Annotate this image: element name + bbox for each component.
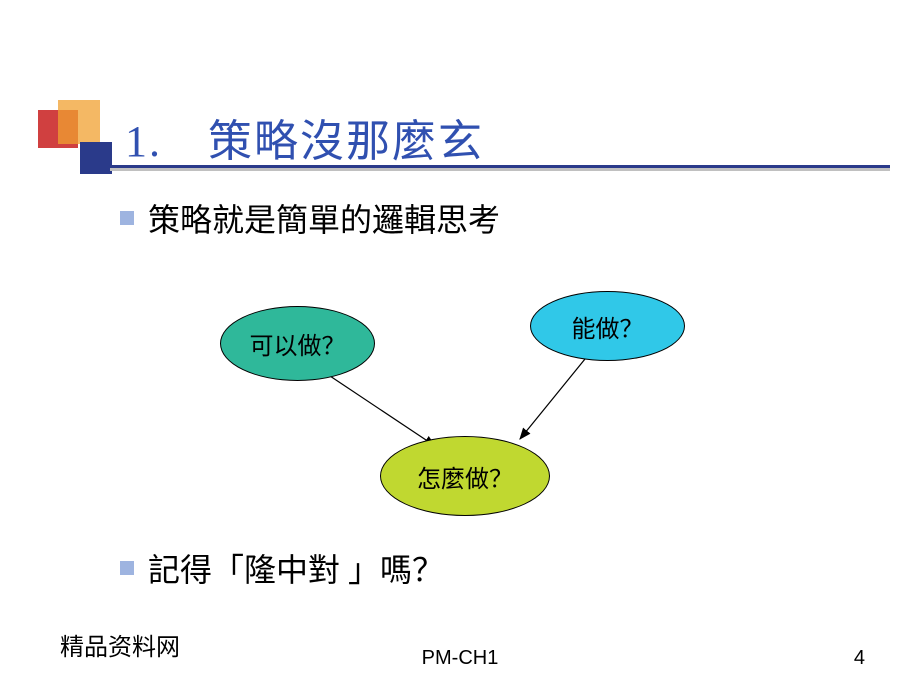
deco-orange-square — [58, 100, 100, 144]
node-label: 怎麼做？ — [417, 459, 513, 494]
footer-left-text: 精品资料网 — [60, 627, 180, 662]
bullet-text: 策略就是簡單的邏輯思考 — [148, 195, 500, 241]
node-can-do: 可以做？ — [220, 306, 375, 381]
content-area: 策略就是簡單的邏輯思考 可以做？ 能做？ 怎麼做？ — [120, 195, 860, 521]
footer-center-text: PM-CH1 — [422, 647, 499, 670]
bullet-marker — [120, 211, 134, 225]
bullet-text: 記得「隆中對 」嗎？ — [148, 545, 444, 591]
bullet-item: 記得「隆中對 」嗎？ — [120, 545, 444, 591]
node-label: 可以做？ — [250, 326, 346, 361]
bullet-item: 策略就是簡單的邏輯思考 — [120, 195, 860, 241]
slide-title: 1. 策略沒那麼玄 — [125, 105, 880, 169]
title-underline-shadow — [110, 168, 890, 171]
corner-decoration — [0, 100, 120, 180]
node-able-do: 能做？ — [530, 291, 685, 361]
node-how-do: 怎麼做？ — [380, 436, 550, 516]
deco-navy-square — [80, 142, 112, 174]
page-number: 4 — [854, 647, 865, 670]
bullet-marker — [120, 561, 134, 575]
node-label: 能做？ — [572, 309, 644, 344]
edge-can-to-how — [330, 376, 435, 446]
slide-title-area: 1. 策略沒那麼玄 — [125, 105, 880, 169]
flowchart-diagram: 可以做？ 能做？ 怎麼做？ — [180, 271, 780, 521]
edge-able-to-how — [520, 359, 585, 439]
